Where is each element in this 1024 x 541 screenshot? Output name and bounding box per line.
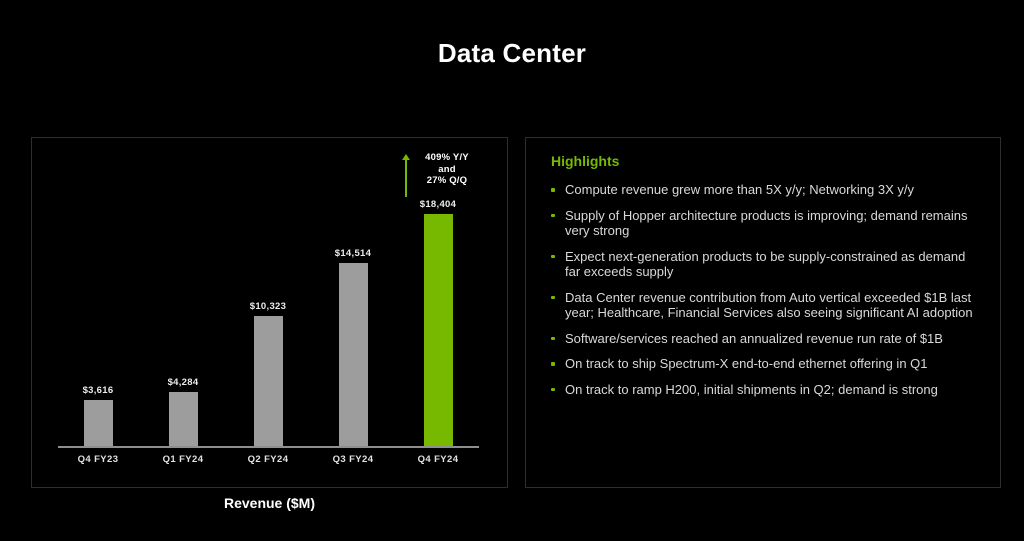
bar-q2-fy24 bbox=[253, 316, 283, 446]
bar-q4-fy23 bbox=[83, 400, 113, 446]
value-label-q4-fy24: $18,404 bbox=[419, 199, 457, 210]
value-label-q1-fy24: $4,284 bbox=[167, 377, 199, 388]
bullet-icon bbox=[551, 188, 555, 192]
bullet-icon bbox=[551, 254, 555, 258]
highlights-list: Compute revenue grew more than 5X y/y; N… bbox=[551, 182, 983, 407]
and-label: and bbox=[438, 163, 456, 175]
value-label-q4-fy23: $3,616 bbox=[82, 385, 114, 396]
yoy-growth-label: 409% Y/Y bbox=[425, 152, 469, 163]
highlight-item: Compute revenue grew more than 5X y/y; N… bbox=[551, 182, 983, 198]
tick-label-q1-fy24: Q1 FY24 bbox=[162, 454, 204, 465]
revenue-chart-panel: 409% Y/Y and 27% Q/Q $3,616 $4,284 $10,323… bbox=[31, 137, 508, 488]
highlight-item: On track to ramp H200, initial shipments… bbox=[551, 382, 983, 398]
x-axis bbox=[58, 446, 479, 448]
highlights-title: Highlights bbox=[551, 153, 620, 169]
bar-q3-fy24 bbox=[338, 263, 368, 446]
highlight-text: On track to ship Spectrum-X end-to-end e… bbox=[565, 356, 928, 371]
highlight-text: On track to ramp H200, initial shipments… bbox=[565, 381, 938, 397]
tick-label-q2-fy24: Q2 FY24 bbox=[247, 454, 289, 465]
bar-q4-fy24 bbox=[423, 214, 453, 446]
highlight-item: Supply of Hopper architecture products i… bbox=[551, 208, 983, 239]
chart-caption: Revenue ($M) bbox=[223, 495, 316, 511]
highlight-item: On track to ship Spectrum-X end-to-end e… bbox=[551, 356, 983, 372]
highlight-text: Data Center revenue contribution from Au… bbox=[565, 289, 973, 321]
bullet-icon bbox=[551, 295, 555, 299]
bullet-icon bbox=[551, 362, 555, 366]
highlights-panel: Highlights Compute revenue grew more tha… bbox=[525, 137, 1001, 488]
highlight-item: Data Center revenue contribution from Au… bbox=[551, 290, 983, 321]
value-label-q2-fy24: $10,323 bbox=[249, 301, 287, 312]
value-label-q3-fy24: $14,514 bbox=[334, 248, 372, 259]
tick-label-q4-fy24: Q4 FY24 bbox=[417, 454, 459, 465]
tick-label-q4-fy23: Q4 FY23 bbox=[77, 454, 119, 465]
bar-q1-fy24 bbox=[168, 392, 198, 446]
highlight-item: Software/services reached an annualized … bbox=[551, 331, 983, 347]
growth-annotation-text: 409% Y/Y and 27% Q/Q bbox=[416, 152, 478, 187]
arrow-shaft bbox=[405, 159, 407, 197]
highlight-text: Expect next-generation products to be su… bbox=[565, 248, 966, 280]
qoq-growth-label: 27% Q/Q bbox=[426, 175, 468, 186]
tick-label-q3-fy24: Q3 FY24 bbox=[332, 454, 374, 465]
highlight-text: Compute revenue grew more than 5X y/y; N… bbox=[565, 182, 914, 197]
bullet-icon bbox=[551, 213, 555, 217]
bullet-icon bbox=[551, 336, 555, 340]
up-arrow-icon bbox=[402, 154, 410, 198]
highlight-text: Supply of Hopper architecture products i… bbox=[565, 207, 968, 239]
highlight-text: Software/services reached an annualized … bbox=[565, 330, 943, 346]
slide-title: Data Center bbox=[437, 38, 587, 68]
bullet-icon bbox=[551, 387, 555, 391]
arrow-head bbox=[402, 154, 410, 160]
highlight-item: Expect next-generation products to be su… bbox=[551, 249, 983, 280]
revenue-bar-chart: 409% Y/Y and 27% Q/Q $3,616 $4,284 $10,323… bbox=[32, 138, 507, 487]
